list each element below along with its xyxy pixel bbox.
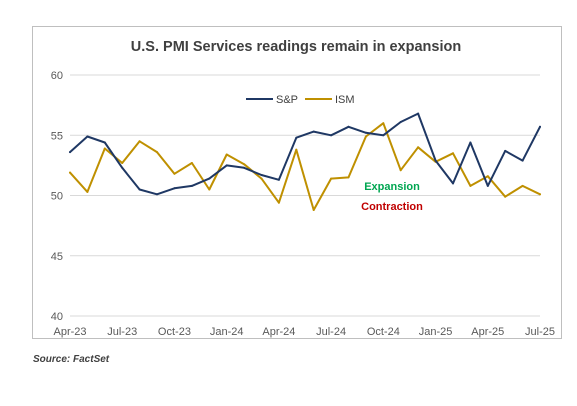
data-point <box>138 188 141 191</box>
data-point <box>486 184 489 187</box>
x-tick-label: Jul-25 <box>525 326 555 338</box>
data-point <box>382 134 385 137</box>
data-point <box>173 172 176 175</box>
data-point <box>156 193 158 196</box>
data-point <box>69 151 71 154</box>
data-point <box>208 177 211 180</box>
data-point <box>312 130 315 133</box>
data-point <box>86 190 89 193</box>
data-point <box>225 153 228 156</box>
data-point <box>364 135 367 138</box>
data-point <box>486 175 489 178</box>
data-point <box>243 166 246 169</box>
data-point <box>452 152 454 155</box>
legend: S&P ISM <box>246 94 355 106</box>
series-line-ism <box>69 122 541 211</box>
x-tick-label: Jul-23 <box>107 326 137 338</box>
data-point <box>277 201 280 204</box>
x-tick-label: Jul-24 <box>316 326 346 338</box>
x-tick-label: Oct-24 <box>367 326 400 338</box>
data-point <box>69 171 71 174</box>
data-point <box>103 141 106 144</box>
data-point <box>521 184 524 187</box>
x-tick-label: Oct-23 <box>158 326 191 338</box>
y-axis: 40 45 50 55 60 <box>51 70 63 323</box>
x-tick-label: Apr-25 <box>471 326 504 338</box>
series-line-sp <box>69 112 541 196</box>
y-tick-label: 60 <box>51 70 63 82</box>
x-tick-label: Jan-25 <box>419 326 453 338</box>
data-point <box>417 112 420 115</box>
data-point <box>539 193 541 196</box>
data-point <box>417 146 420 149</box>
annotation-expansion: Expansion <box>364 181 420 193</box>
data-point <box>225 164 228 167</box>
chart-border <box>32 26 562 339</box>
data-point <box>434 159 437 162</box>
x-axis: Apr-23 Jul-23 Oct-23 Jan-24 Apr-24 Jul-24 Oct-… <box>53 326 555 338</box>
data-point <box>521 159 524 162</box>
data-point <box>364 131 367 134</box>
x-tick-label: Jan-24 <box>210 326 244 338</box>
data-point <box>121 166 124 169</box>
data-point <box>504 149 507 152</box>
data-point <box>121 162 124 164</box>
data-point <box>208 188 211 191</box>
data-point <box>330 134 333 137</box>
data-point <box>260 177 263 180</box>
chart-title: U.S. PMI Services readings remain in exp… <box>131 39 461 55</box>
data-point <box>138 140 141 143</box>
data-point <box>347 176 350 179</box>
series-lines <box>69 112 541 211</box>
data-point <box>382 122 385 125</box>
data-point <box>330 177 333 180</box>
data-point <box>399 169 402 172</box>
y-tick-label: 50 <box>51 191 63 203</box>
data-point <box>399 121 402 123</box>
data-point <box>173 187 176 190</box>
legend-label-sp: S&P <box>276 94 298 106</box>
data-point <box>347 125 350 128</box>
data-point <box>295 136 298 139</box>
data-point <box>469 184 472 187</box>
data-point <box>469 141 472 144</box>
data-point <box>452 182 454 185</box>
data-point <box>539 125 541 128</box>
annotation-contraction: Contraction <box>361 201 423 213</box>
data-point <box>260 174 263 176</box>
data-point <box>504 195 507 198</box>
gridlines <box>70 74 540 317</box>
data-point <box>277 178 280 181</box>
data-point <box>312 209 315 211</box>
y-tick-label: 40 <box>51 311 63 323</box>
x-tick-label: Apr-23 <box>53 326 86 338</box>
data-point <box>243 163 246 166</box>
data-point <box>295 148 298 151</box>
data-point <box>190 162 193 164</box>
y-tick-label: 55 <box>51 130 63 142</box>
x-tick-label: Apr-24 <box>262 326 295 338</box>
legend-label-ism: ISM <box>335 94 355 106</box>
data-point <box>190 184 193 187</box>
source-note: Source: FactSet <box>33 354 110 365</box>
data-point <box>156 151 158 154</box>
y-tick-label: 45 <box>51 251 63 263</box>
data-point <box>103 147 106 150</box>
data-point <box>86 135 89 138</box>
